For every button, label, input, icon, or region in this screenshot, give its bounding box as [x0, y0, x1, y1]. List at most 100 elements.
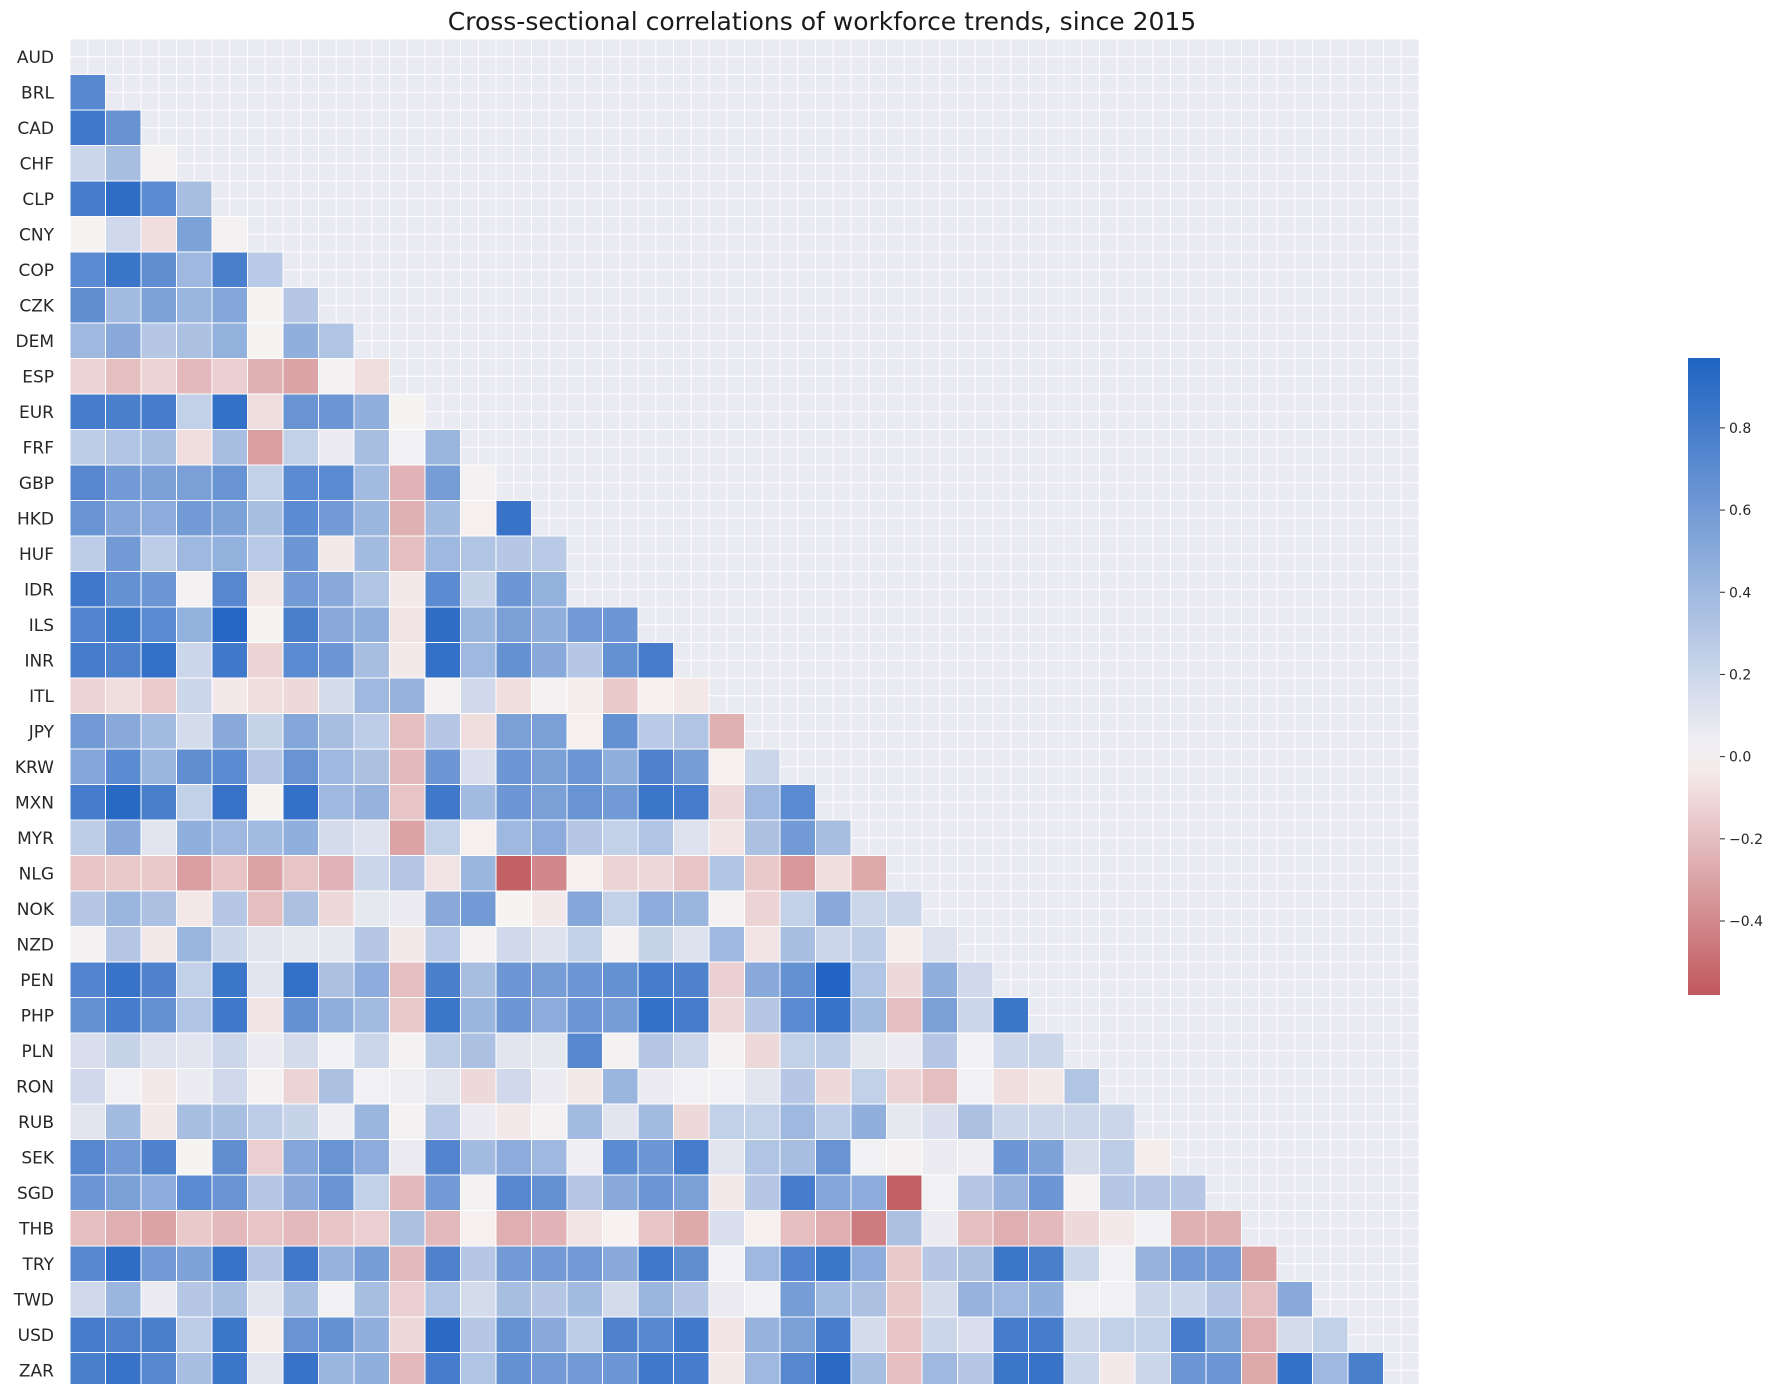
heatmap-cell-ron-nlg	[886, 1068, 923, 1105]
heatmap-cell-mxn-clp	[211, 784, 248, 821]
heatmap-cell-sek-mxn	[815, 1139, 852, 1176]
heatmap-cell-sgd-pen	[992, 1174, 1029, 1211]
heatmap-cell-php-nzd	[957, 997, 994, 1034]
heatmap-cell-twd-cop	[282, 1281, 319, 1318]
heatmap-cell-krw-jpy	[744, 748, 781, 785]
heatmap-cell-try-inr	[673, 1245, 710, 1282]
heatmap-cell-sgd-nzd	[957, 1174, 994, 1211]
heatmap-cell-myr-dem	[353, 819, 390, 856]
heatmap-cell-itl-eur	[424, 677, 461, 714]
heatmap-cell-pln-cad	[140, 1032, 177, 1069]
heatmap-cell-twd-eur	[424, 1281, 461, 1318]
heatmap-cell-ron-esp	[389, 1068, 426, 1105]
heatmap-cell-thb-huf	[566, 1210, 603, 1247]
heatmap-cell-pln-ils	[637, 1032, 674, 1069]
heatmap-cell-zar-gbp	[495, 1352, 532, 1384]
heatmap-cell-usd-sgd	[1205, 1316, 1242, 1353]
heatmap-cell-huf-gbp	[495, 535, 532, 572]
heatmap-cell-mxn-cny	[247, 784, 284, 821]
heatmap-cell-twd-rub	[1134, 1281, 1171, 1318]
heatmap-cell-pln-nok	[921, 1032, 958, 1069]
heatmap-cell-zar-brl	[105, 1352, 142, 1384]
heatmap-cell-idr-chf	[176, 571, 213, 608]
heatmap-cell-nzd-eur	[424, 926, 461, 963]
heatmap-cell-nlg-eur	[424, 855, 461, 892]
heatmap-cell-nok-myr	[850, 890, 887, 927]
heatmap-cell-huf-brl	[105, 535, 142, 572]
heatmap-cell-rub-nok	[921, 1103, 958, 1140]
heatmap-cell-cny-cad	[140, 216, 177, 253]
heatmap-cell-rub-chf	[176, 1103, 213, 1140]
heatmap-cell-hkd-cad	[140, 500, 177, 537]
heatmap-cell-clp-cad	[140, 180, 177, 217]
heatmap-cell-dem-czk	[318, 322, 355, 359]
heatmap-cell-mxn-gbp	[495, 784, 532, 821]
heatmap-cell-thb-mxn	[815, 1210, 852, 1247]
heatmap-cell-eur-dem	[353, 393, 390, 430]
heatmap-cell-sgd-ron	[1099, 1174, 1136, 1211]
heatmap-cell-usd-myr	[850, 1316, 887, 1353]
y-tick-label: NOK	[17, 900, 55, 920]
colorbar-tick-label: 0.8	[1729, 421, 1751, 437]
heatmap-cell-rub-cop	[282, 1103, 319, 1140]
heatmap-cell-mxn-idr	[602, 784, 639, 821]
heatmap-cell-nok-czk	[318, 890, 355, 927]
heatmap-cell-frf-cad	[140, 429, 177, 466]
heatmap-cell-rub-ils	[637, 1103, 674, 1140]
heatmap-cell-nzd-cop	[282, 926, 319, 963]
heatmap-cell-nzd-idr	[602, 926, 639, 963]
heatmap-cell-thb-eur	[424, 1210, 461, 1247]
heatmap-cell-twd-nok	[921, 1281, 958, 1318]
heatmap-cell-krw-ils	[637, 748, 674, 785]
heatmap-cell-rub-myr	[850, 1103, 887, 1140]
heatmap-cell-sgd-clp	[211, 1174, 248, 1211]
heatmap-cell-nok-chf	[176, 890, 213, 927]
y-tick-label: ITL	[29, 687, 54, 707]
heatmap-cell-php-brl	[105, 997, 142, 1034]
heatmap-cell-twd-aud	[69, 1281, 106, 1318]
heatmap-cell-php-mxn	[815, 997, 852, 1034]
heatmap-cell-zar-rub	[1134, 1352, 1171, 1384]
colorbar-tick-label: 0.2	[1729, 667, 1751, 683]
heatmap-cell-krw-idr	[602, 748, 639, 785]
heatmap-cell-sek-krw	[779, 1139, 816, 1176]
heatmap-cell-krw-gbp	[495, 748, 532, 785]
heatmap-cell-esp-cad	[140, 358, 177, 395]
heatmap-cell-chf-brl	[105, 145, 142, 182]
heatmap-cell-thb-ils	[637, 1210, 674, 1247]
heatmap-cell-sgd-huf	[566, 1174, 603, 1211]
heatmap-cell-php-pen	[992, 997, 1029, 1034]
heatmap-cell-inr-aud	[69, 642, 106, 679]
heatmap-cell-sgd-gbp	[495, 1174, 532, 1211]
heatmap-cell-gbp-chf	[176, 464, 213, 501]
heatmap-cell-itl-clp	[211, 677, 248, 714]
heatmap-cell-ron-brl	[105, 1068, 142, 1105]
y-tick-label: USD	[18, 1326, 54, 1346]
heatmap-cell-sgd-hkd	[531, 1174, 568, 1211]
heatmap-cell-usd-php	[1028, 1316, 1065, 1353]
heatmap-cell-rub-ron	[1099, 1103, 1136, 1140]
heatmap-cell-usd-ron	[1099, 1316, 1136, 1353]
heatmap-cell-try-nzd	[957, 1245, 994, 1282]
heatmap-cell-eur-esp	[389, 393, 426, 430]
heatmap-cell-czk-cny	[247, 287, 284, 324]
heatmap-cell-twd-jpy	[744, 1281, 781, 1318]
heatmap-cell-sek-nok	[921, 1139, 958, 1176]
heatmap-cell-myr-krw	[779, 819, 816, 856]
heatmap-cell-esp-chf	[176, 358, 213, 395]
heatmap-cell-nok-mxn	[815, 890, 852, 927]
heatmap-cell-try-esp	[389, 1245, 426, 1282]
heatmap-cell-myr-hkd	[531, 819, 568, 856]
heatmap-cell-pln-gbp	[495, 1032, 532, 1069]
heatmap-cell-gbp-dem	[353, 464, 390, 501]
heatmap-cell-krw-aud	[69, 748, 106, 785]
heatmap-cell-zar-czk	[318, 1352, 355, 1384]
heatmap-cell-gbp-cad	[140, 464, 177, 501]
heatmap-cell-pln-dem	[353, 1032, 390, 1069]
heatmap-cell-pen-mxn	[815, 961, 852, 998]
heatmap-cell-eur-cny	[247, 393, 284, 430]
heatmap-cell-ron-czk	[318, 1068, 355, 1105]
heatmap-cell-myr-jpy	[744, 819, 781, 856]
heatmap-cell-krw-cny	[247, 748, 284, 785]
heatmap-cell-pen-frf	[460, 961, 497, 998]
